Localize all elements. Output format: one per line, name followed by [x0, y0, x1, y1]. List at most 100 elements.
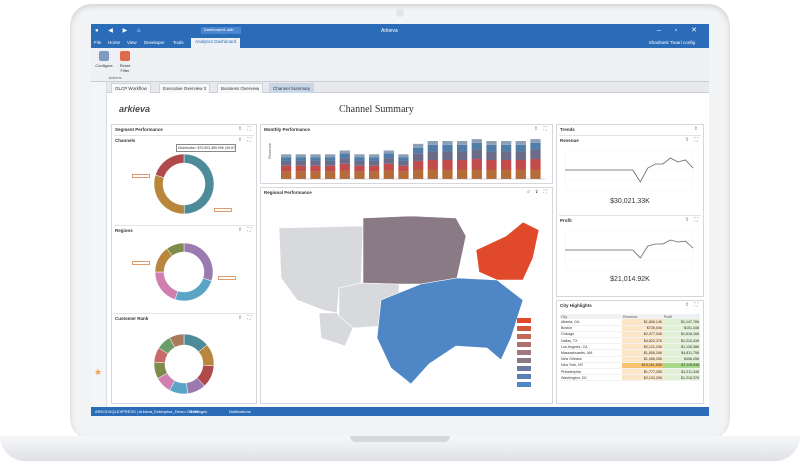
tab-developer[interactable]: Developer — [144, 40, 165, 45]
table-row[interactable]: New York, NY $10,161,536 $7,115,946 — [560, 362, 700, 370]
table-row[interactable]: Dallas, TX $4,822,376 $1,210,436 — [560, 337, 700, 345]
document-tab[interactable]: Dashboard1.adb — [201, 27, 241, 34]
bar-segment[interactable] — [281, 165, 292, 172]
bar-segment[interactable] — [427, 169, 438, 180]
bar-segment[interactable] — [383, 158, 394, 164]
sparkline-series[interactable] — [565, 157, 694, 183]
bar-segment[interactable] — [295, 160, 306, 166]
bar-segment[interactable] — [501, 169, 512, 180]
bar-segment[interactable] — [515, 141, 526, 145]
bar-segment[interactable] — [281, 160, 292, 166]
bar-segment[interactable] — [310, 157, 321, 161]
bar-segment[interactable] — [530, 139, 541, 143]
bar-segment[interactable] — [354, 165, 365, 172]
bar-segment[interactable] — [369, 171, 380, 179]
table-row[interactable]: New Orleans $1,066,256 $456,256 — [560, 356, 700, 363]
monthly-bar-chart[interactable]: Revenue — [261, 125, 554, 185]
column-header[interactable]: City — [560, 314, 622, 319]
bar-segment[interactable] — [354, 157, 365, 161]
bar-segment[interactable] — [501, 151, 512, 160]
bar-segment[interactable] — [310, 154, 321, 158]
map-region-midwest[interactable] — [362, 215, 467, 285]
messages-link[interactable]: Messages — [189, 409, 208, 414]
profit-sparkline[interactable] — [559, 216, 701, 296]
bar-segment[interactable] — [310, 160, 321, 166]
bar-segment[interactable] — [325, 165, 336, 172]
bar-segment[interactable] — [281, 154, 292, 158]
bar-segment[interactable] — [310, 165, 321, 172]
bar-segment[interactable] — [457, 144, 468, 152]
bar-segment[interactable] — [530, 142, 541, 150]
revenue-tools-icon[interactable]: ⇪ ⛶ — [684, 137, 700, 143]
tab-home[interactable]: Home — [108, 40, 121, 45]
legend-swatch[interactable] — [517, 318, 531, 323]
bar-segment[interactable] — [457, 169, 468, 180]
bar-segment[interactable] — [501, 144, 512, 152]
bar-segment[interactable] — [339, 170, 350, 179]
bar-segment[interactable] — [369, 157, 380, 161]
bar-segment[interactable] — [442, 151, 453, 160]
bar-segment[interactable] — [398, 157, 409, 161]
bar-segment[interactable] — [281, 157, 292, 161]
bar-segment[interactable] — [354, 160, 365, 166]
tab-file[interactable]: File — [94, 40, 102, 45]
channels-donut[interactable] — [114, 136, 254, 226]
bar-segment[interactable] — [486, 141, 497, 145]
bar-segment[interactable] — [427, 160, 438, 170]
map-region-northeast[interactable] — [475, 221, 540, 281]
bar-segment[interactable] — [339, 158, 350, 164]
bar-segment[interactable] — [413, 160, 424, 170]
table-row[interactable]: Washington, DC $2,102,206 $1,216,376 — [560, 374, 700, 382]
donut-slice[interactable] — [183, 153, 215, 215]
bar-segment[interactable] — [383, 163, 394, 171]
bar-segment[interactable] — [442, 141, 453, 145]
bar-segment[interactable] — [354, 171, 365, 179]
bar-segment[interactable] — [515, 144, 526, 152]
bar-segment[interactable] — [486, 144, 497, 152]
legend-swatch[interactable] — [517, 334, 531, 339]
bar-segment[interactable] — [471, 159, 482, 170]
column-header[interactable]: Revenue — [621, 314, 663, 319]
bar-segment[interactable] — [295, 165, 306, 172]
bar-segment[interactable] — [398, 160, 409, 166]
sparkline-series[interactable] — [565, 239, 694, 259]
bar-segment[interactable] — [398, 171, 409, 179]
bar-segment[interactable] — [310, 171, 321, 179]
table-row[interactable]: Boston $726,046 $151,346 — [560, 325, 700, 332]
bar-segment[interactable] — [471, 149, 482, 160]
bar-segment[interactable] — [413, 147, 424, 154]
bar-segment[interactable] — [457, 151, 468, 160]
bar-segment[interactable] — [442, 144, 453, 152]
legend-swatch[interactable] — [517, 326, 531, 331]
quick-access-icons[interactable]: ● ◀ ▶ ⌂ — [95, 28, 145, 34]
bar-segment[interactable] — [471, 142, 482, 150]
tab-tools[interactable]: Tools — [173, 40, 184, 45]
star-icon[interactable]: ★ — [94, 367, 103, 377]
bar-segment[interactable] — [457, 160, 468, 170]
legend-swatch[interactable] — [517, 382, 531, 387]
us-map[interactable] — [261, 188, 554, 405]
bar-segment[interactable] — [442, 160, 453, 170]
bar-segment[interactable] — [295, 171, 306, 179]
reset-filter-button[interactable]: Reset Filter — [115, 51, 135, 75]
notifications-link[interactable]: Notifications — [229, 409, 251, 414]
bar-segment[interactable] — [501, 160, 512, 170]
bar-segment[interactable] — [295, 157, 306, 161]
regions-donut[interactable] — [114, 226, 254, 314]
bar-segment[interactable] — [369, 160, 380, 166]
bar-segment[interactable] — [354, 154, 365, 158]
legend-swatch[interactable] — [517, 358, 531, 363]
donut-slice[interactable] — [155, 153, 185, 178]
customer-rank-tools-icon[interactable]: ⇪ ⛶ — [237, 315, 253, 321]
map-region-southwest[interactable] — [318, 312, 354, 347]
bar-segment[interactable] — [325, 171, 336, 179]
donut-slice[interactable] — [174, 277, 212, 302]
bar-segment[interactable] — [339, 163, 350, 171]
bar-segment[interactable] — [427, 151, 438, 160]
column-header[interactable]: Profit — [662, 314, 700, 319]
bar-segment[interactable] — [413, 153, 424, 161]
donut-slice[interactable] — [169, 333, 185, 348]
bar-segment[interactable] — [383, 170, 394, 179]
bar-segment[interactable] — [486, 160, 497, 170]
bar-segment[interactable] — [369, 165, 380, 172]
